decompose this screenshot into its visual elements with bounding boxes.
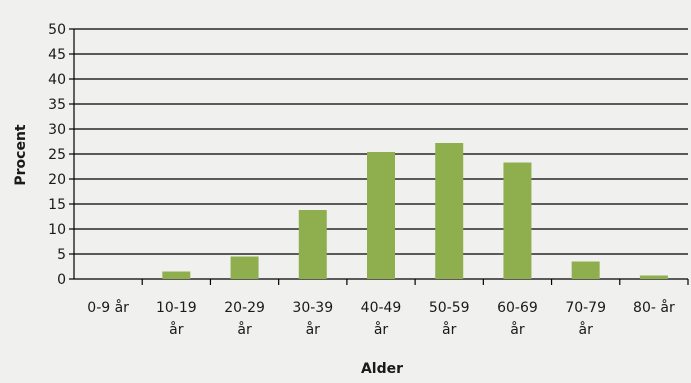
x-axis-title: Alder <box>361 361 403 377</box>
bar <box>298 210 327 279</box>
bar <box>571 261 600 279</box>
bar <box>435 143 464 279</box>
x-tick-label: 0-9 år <box>87 299 129 316</box>
x-tick-label: 10-19 <box>156 300 197 316</box>
y-tick-label: 15 <box>48 197 66 213</box>
bars <box>162 143 668 279</box>
x-tick-label: år <box>510 321 525 338</box>
y-tick-label: 10 <box>48 222 66 238</box>
x-tick-label: 80- år <box>633 299 675 316</box>
x-tick-label: år <box>306 321 321 338</box>
x-tick-label: 50-59 <box>429 300 470 316</box>
y-axis-ticks: 0 5 10 15 20 25 30 35 40 45 50 <box>48 22 74 288</box>
y-tick-label: 0 <box>57 272 66 288</box>
y-tick-label: 50 <box>48 22 66 38</box>
bar <box>503 162 532 279</box>
x-tick-label: 70-79 <box>565 300 606 316</box>
x-tick-label: år <box>442 321 457 338</box>
y-tick-label: 25 <box>48 147 66 163</box>
y-tick-label: 45 <box>48 47 66 63</box>
x-tick-label: år <box>169 321 184 338</box>
bar <box>230 256 259 279</box>
bar <box>639 275 668 279</box>
x-axis-ticks: 0-9 år 10-19 år 20-29 år 30-39 år 40-49 år 50-59 å… <box>87 279 689 338</box>
y-tick-label: 35 <box>48 97 66 113</box>
x-tick-label: 40-49 <box>361 300 402 316</box>
x-tick-label: 30-39 <box>292 300 333 316</box>
y-tick-label: 30 <box>48 122 66 138</box>
x-tick-label: 20-29 <box>224 300 265 316</box>
bar <box>367 152 395 279</box>
bar <box>162 271 191 279</box>
x-tick-label: år <box>374 321 389 338</box>
x-tick-label: år <box>237 321 252 338</box>
x-tick-label: år <box>578 321 593 338</box>
y-tick-label: 40 <box>48 72 66 88</box>
x-tick-label: 60-69 <box>497 300 538 316</box>
y-tick-label: 5 <box>57 247 66 263</box>
y-tick-label: 20 <box>48 172 66 188</box>
y-axis-title: Procent <box>13 124 29 186</box>
